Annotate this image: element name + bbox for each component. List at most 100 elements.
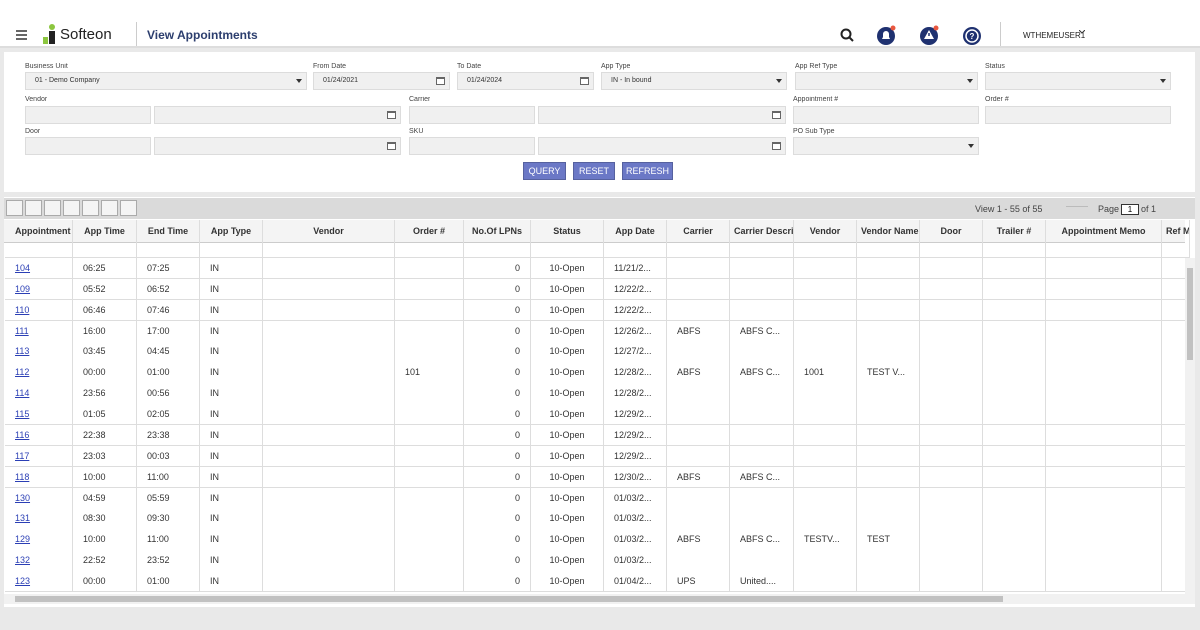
appointment-link[interactable]: 131 bbox=[5, 508, 73, 530]
cell bbox=[1046, 404, 1162, 426]
button[interactable]: QUERY bbox=[523, 162, 566, 180]
calendar-icon[interactable] bbox=[580, 77, 589, 85]
appointment-link[interactable]: 113 bbox=[5, 341, 73, 363]
calendar-icon[interactable] bbox=[436, 77, 445, 85]
column-header[interactable]: Vendor Name bbox=[857, 220, 920, 243]
appointment-link[interactable]: 116 bbox=[5, 424, 73, 447]
toolbar-button[interactable] bbox=[25, 200, 42, 216]
button[interactable]: REFRESH bbox=[622, 162, 673, 180]
cell: IN bbox=[200, 487, 263, 509]
cell bbox=[794, 550, 857, 572]
cell bbox=[263, 341, 395, 363]
cell: 10-Open bbox=[531, 445, 604, 468]
toolbar-button[interactable] bbox=[44, 200, 61, 216]
select-input[interactable]: IN - In bound bbox=[601, 72, 787, 90]
select-input[interactable] bbox=[985, 72, 1171, 90]
column-header[interactable]: App Date bbox=[604, 220, 667, 243]
cell bbox=[667, 341, 730, 363]
cell: IN bbox=[200, 466, 263, 489]
alert-icon[interactable] bbox=[920, 25, 940, 45]
column-header[interactable]: App Time bbox=[73, 220, 137, 243]
appointment-link[interactable]: 111 bbox=[5, 320, 73, 342]
search-icon[interactable] bbox=[840, 28, 854, 42]
text-input[interactable] bbox=[25, 137, 151, 155]
lookup-icon[interactable] bbox=[387, 142, 396, 150]
column-header[interactable]: Ref M bbox=[1162, 220, 1190, 243]
filter-label: App Ref Type bbox=[795, 63, 838, 70]
text-input[interactable] bbox=[409, 106, 535, 124]
appointment-link[interactable]: 112 bbox=[5, 362, 73, 384]
text-input[interactable] bbox=[985, 106, 1171, 124]
appointment-link[interactable]: 115 bbox=[5, 404, 73, 426]
menu-icon[interactable] bbox=[16, 30, 28, 40]
date-input[interactable]: 01/24/2024 bbox=[457, 72, 594, 90]
filter-cell bbox=[5, 243, 73, 258]
column-header[interactable]: Carrier Description bbox=[730, 220, 794, 243]
column-header[interactable]: Status bbox=[531, 220, 604, 243]
lookup-icon[interactable] bbox=[772, 142, 781, 150]
cell: ABFS C... bbox=[730, 320, 794, 342]
column-header[interactable]: No.Of LPNs bbox=[464, 220, 531, 243]
select-caret bbox=[776, 79, 782, 83]
appointment-link[interactable]: 110 bbox=[5, 299, 73, 322]
column-header[interactable]: Carrier bbox=[667, 220, 730, 243]
appointment-link[interactable]: 109 bbox=[5, 278, 73, 301]
cell: 0 bbox=[464, 404, 531, 426]
cell: 01:00 bbox=[137, 362, 200, 384]
column-header[interactable]: Vendor bbox=[794, 220, 857, 243]
column-header[interactable]: Appointment Memo bbox=[1046, 220, 1162, 243]
column-header[interactable]: Vendor bbox=[263, 220, 395, 243]
select-input[interactable]: 01 - Demo Company bbox=[25, 72, 307, 90]
text-input[interactable] bbox=[409, 137, 535, 155]
column-header[interactable]: Door bbox=[920, 220, 983, 243]
text-input[interactable] bbox=[154, 137, 401, 155]
date-input[interactable]: 01/24/2021 bbox=[313, 72, 450, 90]
select-input[interactable] bbox=[795, 72, 978, 90]
cell bbox=[395, 508, 464, 530]
toolbar-button[interactable] bbox=[120, 200, 137, 216]
select-caret bbox=[296, 79, 302, 83]
filter-label: Status bbox=[985, 63, 1005, 70]
appointment-link[interactable]: 114 bbox=[5, 383, 73, 405]
cell: 16:00 bbox=[73, 320, 137, 342]
user-menu[interactable]: WTHEMEUSER1 bbox=[1023, 31, 1086, 40]
appointment-link[interactable]: 117 bbox=[5, 445, 73, 468]
appointment-link[interactable]: 129 bbox=[5, 529, 73, 551]
cell bbox=[857, 550, 920, 572]
scroll-thumb[interactable] bbox=[1187, 268, 1193, 360]
button[interactable]: RESET bbox=[573, 162, 615, 180]
filter-cell bbox=[920, 243, 983, 258]
toolbar-button[interactable] bbox=[6, 200, 23, 216]
column-header[interactable]: Trailer # bbox=[983, 220, 1046, 243]
appointment-link[interactable]: 132 bbox=[5, 550, 73, 572]
appointment-link[interactable]: 123 bbox=[5, 571, 73, 593]
lookup-icon[interactable] bbox=[772, 111, 781, 119]
column-header[interactable]: Appointment # bbox=[5, 220, 73, 243]
cell: 07:25 bbox=[137, 258, 200, 280]
lookup-icon[interactable] bbox=[387, 111, 396, 119]
cell bbox=[1046, 362, 1162, 384]
help-icon[interactable]: ? bbox=[962, 26, 982, 46]
toolbar-button[interactable] bbox=[63, 200, 80, 216]
text-input[interactable] bbox=[154, 106, 401, 124]
appointment-link[interactable]: 130 bbox=[5, 487, 73, 509]
toolbar-button[interactable] bbox=[82, 200, 99, 216]
scroll-thumb[interactable] bbox=[15, 596, 1003, 602]
cell bbox=[730, 445, 794, 468]
text-input[interactable] bbox=[538, 106, 786, 124]
page-input[interactable]: 1 bbox=[1121, 204, 1139, 215]
cell bbox=[857, 445, 920, 468]
column-header[interactable]: End Time bbox=[137, 220, 200, 243]
cell: 11:00 bbox=[137, 466, 200, 489]
toolbar-button[interactable] bbox=[101, 200, 118, 216]
appointment-link[interactable]: 118 bbox=[5, 466, 73, 489]
text-input[interactable] bbox=[538, 137, 786, 155]
column-header[interactable]: Order # bbox=[395, 220, 464, 243]
text-input[interactable] bbox=[793, 106, 979, 124]
select-input[interactable] bbox=[793, 137, 979, 155]
appointment-link[interactable]: 104 bbox=[5, 258, 73, 280]
text-input[interactable] bbox=[25, 106, 151, 124]
filter-label: Carrier bbox=[409, 96, 431, 103]
notification-icon[interactable] bbox=[877, 25, 897, 45]
column-header[interactable]: App Type bbox=[200, 220, 263, 243]
